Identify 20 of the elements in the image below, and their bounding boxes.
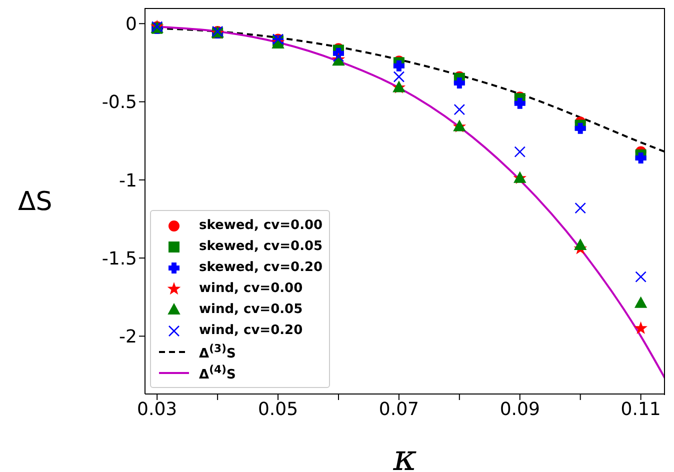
y-tick-label: 0 [126, 14, 137, 36]
legend-label: wind, cv=0.20 [199, 323, 303, 338]
legend-label: wind, cv=0.00 [199, 281, 303, 296]
legend-label: skewed, cv=0.00 [199, 218, 323, 233]
legend-label: skewed, cv=0.05 [199, 239, 323, 254]
legend-label: wind, cv=0.05 [199, 302, 303, 317]
x-tick-label: 0.09 [500, 398, 540, 420]
x-axis-title: κ [392, 438, 418, 472]
x-tick-label: 0.05 [258, 398, 298, 420]
legend-label: Δ$^{(3)}$S [199, 342, 236, 362]
y-tick-label: -1 [119, 170, 137, 192]
legend-label: Δ$^{(4)}$S [199, 362, 236, 382]
y-tick-label: -1.5 [102, 248, 137, 270]
x-tick-label: 0.07 [378, 398, 419, 420]
legend-label: skewed, cv=0.20 [199, 260, 323, 275]
x-tick-label: 0.03 [137, 398, 178, 420]
x-tick-label: 0.11 [620, 398, 661, 420]
y-axis-title: ΔS [18, 187, 52, 218]
y-tick-label: -0.5 [102, 92, 137, 114]
y-tick-label: -2 [119, 326, 137, 348]
